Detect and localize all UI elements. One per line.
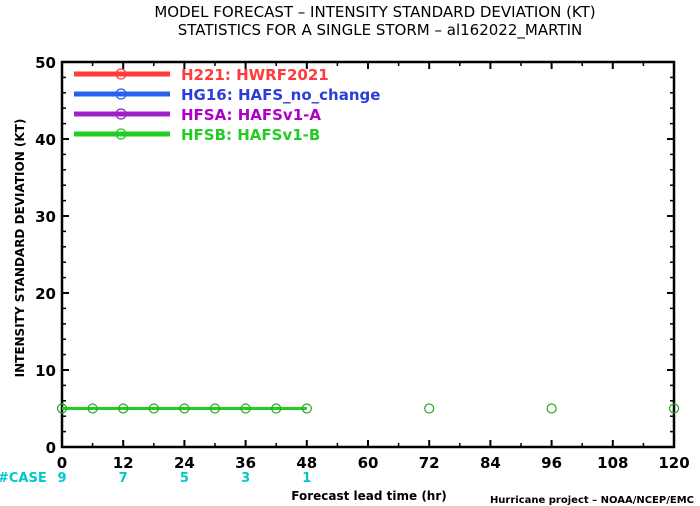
legend-label: H221: HWRF2021 (181, 66, 329, 84)
x-tick-label: 108 (597, 454, 628, 472)
y-tick-label: 20 (35, 285, 56, 303)
x-axis-label: Forecast lead time (hr) (291, 489, 447, 503)
y-axis-label: INTENSITY STANDARD DEVIATION (KT) (13, 119, 27, 378)
y-tick-label: 10 (35, 362, 56, 380)
x-tick-label: 60 (358, 454, 379, 472)
series-point (240, 403, 251, 414)
legend-label: HFSA: HAFSv1-A (181, 106, 321, 124)
legend-marker (115, 68, 127, 80)
x-tick-label: 12 (113, 454, 134, 472)
legend-marker (115, 108, 127, 120)
case-count: 1 (302, 471, 311, 486)
x-tick-label: 96 (541, 454, 562, 472)
series-point (546, 403, 557, 414)
series-point (148, 403, 159, 414)
chart-title: MODEL FORECAST – INTENSITY STANDARD DEVI… (154, 3, 595, 21)
legend-label: HFSB: HAFSv1-B (181, 126, 320, 144)
x-tick-label: 48 (296, 454, 317, 472)
x-tick-label: 120 (658, 454, 689, 472)
case-count: 9 (57, 471, 66, 486)
series-point (179, 403, 190, 414)
case-count: 5 (180, 471, 189, 486)
y-tick-label: 0 (46, 439, 56, 457)
legend-label: HG16: HAFS_no_change (181, 86, 380, 104)
x-tick-label: 84 (480, 454, 501, 472)
x-tick-label: 0 (57, 454, 67, 472)
y-tick-label: 40 (35, 131, 56, 149)
credit-text: Hurricane project – NOAA/NCEP/EMC (490, 495, 694, 506)
series-point (209, 403, 221, 414)
legend-marker (115, 88, 127, 100)
series-point (301, 403, 312, 414)
y-tick-label: 30 (35, 208, 56, 226)
case-label: #CASE (0, 471, 47, 486)
legend-marker (115, 128, 127, 140)
x-tick-label: 36 (235, 454, 256, 472)
y-tick-label: 50 (35, 54, 56, 72)
x-tick-label: 72 (419, 454, 440, 472)
case-count: 7 (119, 471, 128, 486)
series-point (87, 403, 98, 414)
series-point (271, 403, 282, 414)
series-point (56, 403, 68, 414)
plot-frame (60, 60, 676, 449)
case-count: 3 (241, 471, 250, 486)
chart-subtitle: STATISTICS FOR A SINGLE STORM – al162022… (178, 21, 582, 40)
series-point (668, 403, 680, 414)
plot-area: 0 10 20 30 40 50 0 12 24 36 48 60 72 84 96 108 120 H221: … (35, 54, 690, 486)
series-point (118, 403, 129, 414)
x-tick-label: 24 (174, 454, 195, 472)
series-point (424, 403, 435, 414)
